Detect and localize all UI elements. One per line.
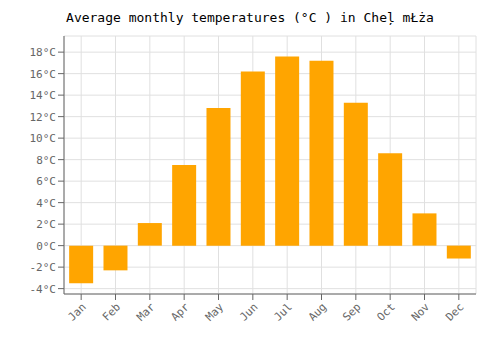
svg-text:14°C: 14°C	[30, 89, 57, 102]
svg-text:18°C: 18°C	[30, 46, 57, 59]
svg-text:4°C: 4°C	[36, 197, 56, 210]
svg-text:6°C: 6°C	[36, 175, 56, 188]
svg-text:-4°C: -4°C	[30, 283, 57, 296]
svg-text:16°C: 16°C	[30, 68, 57, 81]
svg-text:Feb: Feb	[100, 300, 123, 323]
html-text:Average monthly temperatures (: Average monthly temperatures (°C ) in Ch…	[66, 10, 434, 25]
svg-text:Nov: Nov	[409, 300, 433, 324]
svg-text:Oct: Oct	[375, 300, 398, 323]
svg-text:Jan: Jan	[66, 300, 89, 323]
svg-text:2°C: 2°C	[36, 218, 56, 231]
svg-text:0°C: 0°C	[36, 240, 56, 253]
svg-text:Jun: Jun	[237, 300, 260, 323]
svg-text:8°C: 8°C	[36, 154, 56, 167]
svg-text:-2°C: -2°C	[30, 261, 57, 274]
svg-text:12°C: 12°C	[30, 111, 57, 124]
svg-text:Dec: Dec	[443, 300, 466, 323]
svg-text:Jul: Jul	[272, 300, 295, 323]
svg-text:May: May	[203, 300, 227, 324]
svg-text:Aug: Aug	[306, 300, 329, 323]
svg-text:10°C: 10°C	[30, 132, 57, 145]
svg-text:Mar: Mar	[134, 300, 158, 324]
svg-text:Apr: Apr	[169, 300, 193, 324]
svg-text:Sep: Sep	[340, 300, 363, 323]
